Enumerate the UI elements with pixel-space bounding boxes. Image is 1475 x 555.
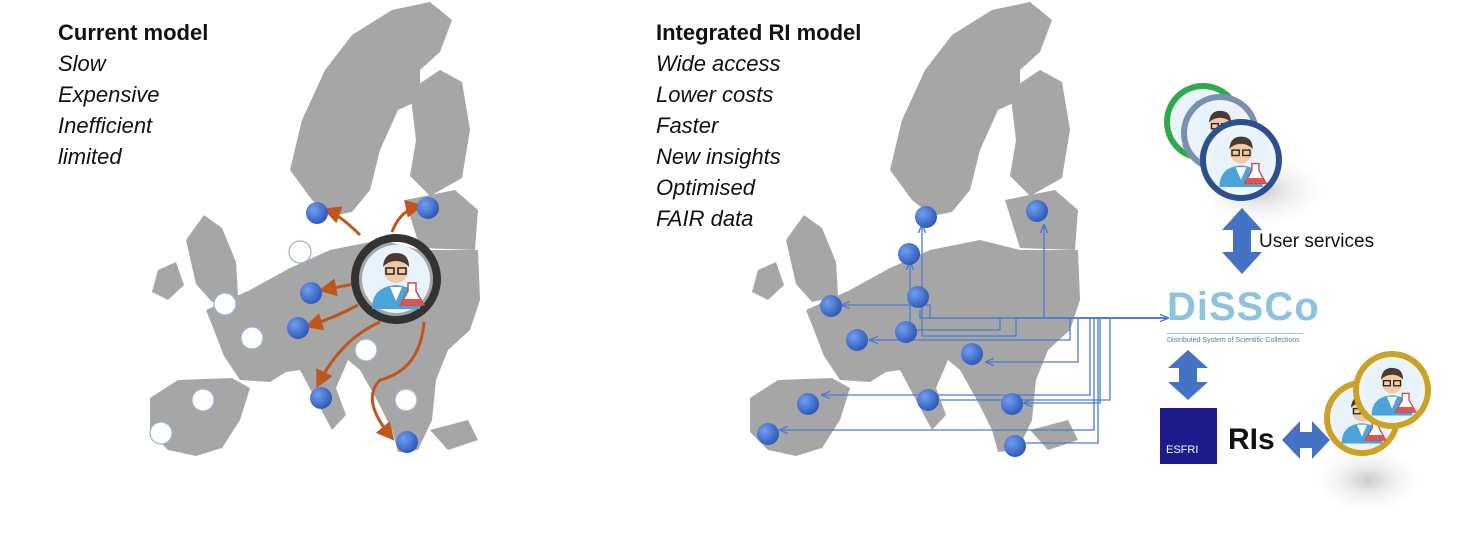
inactive-node — [149, 421, 173, 445]
integrated-model-item: Wide access — [656, 51, 781, 76]
avatar-gold-front — [1353, 351, 1431, 429]
integrated-model-item: FAIR data — [656, 206, 754, 231]
active-node — [300, 282, 322, 304]
inactive-node — [213, 292, 237, 316]
active-node — [306, 202, 328, 224]
ris-arrow — [1282, 421, 1330, 459]
active-node — [310, 387, 332, 409]
active-node — [1004, 435, 1026, 457]
ris-label: RIs — [1228, 423, 1275, 456]
active-node — [846, 329, 868, 351]
user-ring — [351, 234, 441, 324]
user-services-label: User services — [1259, 231, 1375, 252]
right-active-nodes — [757, 200, 1048, 457]
dissco-logo: DiSSCo — [1167, 285, 1320, 329]
inactive-node — [354, 338, 378, 362]
integrated-model-text: Integrated RI model Wide access Lower co… — [656, 17, 861, 234]
active-node — [961, 343, 983, 365]
active-node — [898, 243, 920, 265]
current-model-text: Current model Slow Expensive Inefficient… — [58, 17, 208, 172]
left-active-nodes — [287, 197, 439, 453]
access-arrow — [370, 321, 426, 441]
user-services-arrow — [1222, 208, 1262, 274]
active-node — [396, 431, 418, 453]
dissco-subtitle: Distributed System of Scientific Collect… — [1167, 333, 1303, 344]
access-arrow — [390, 200, 424, 233]
right-europe-map — [750, 2, 1080, 456]
integrated-model-title: Integrated RI model — [656, 20, 862, 45]
access-arrow — [322, 206, 362, 237]
current-model-item: Inefficient — [58, 113, 153, 138]
ri-avatar-stack — [1324, 351, 1431, 456]
active-node — [757, 423, 779, 445]
inactive-node — [240, 326, 264, 350]
right-network-lines — [780, 225, 1168, 444]
integrated-model-item: Faster — [656, 113, 719, 138]
access-arrow — [304, 303, 359, 331]
scientist-avatar-icon — [361, 244, 431, 314]
active-node — [917, 389, 939, 411]
left-inactive-nodes — [149, 240, 418, 445]
active-node — [820, 295, 842, 317]
access-arrow — [316, 320, 381, 389]
active-node — [895, 321, 917, 343]
inactive-node — [394, 388, 418, 412]
access-arrow — [318, 278, 355, 297]
dissco-esfri-arrow — [1168, 350, 1208, 400]
avatar-shadow — [1308, 445, 1428, 515]
integrated-model-item: Lower costs — [656, 82, 774, 107]
active-node — [1026, 200, 1048, 222]
left-access-arrows — [304, 200, 426, 441]
active-node — [907, 286, 929, 308]
user-avatar-stack — [1164, 83, 1282, 201]
scientist-avatar-icon — [1362, 360, 1422, 420]
integrated-model-item: New insights — [656, 144, 781, 169]
scientist-avatar-icon — [1209, 128, 1273, 192]
esfri-logo: ESFRI — [1160, 408, 1217, 464]
left-scientist — [351, 234, 441, 324]
active-node — [417, 197, 439, 219]
active-node — [287, 317, 309, 339]
active-node — [1001, 393, 1023, 415]
current-model-title: Current model — [58, 20, 209, 45]
current-model-item: limited — [58, 144, 122, 169]
integrated-model-item: Optimised — [656, 175, 756, 200]
esfri-label: ESFRI — [1166, 444, 1199, 456]
active-node — [915, 206, 937, 228]
left-europe-map — [150, 2, 480, 456]
inactive-node — [191, 388, 215, 412]
inactive-node — [288, 240, 312, 264]
avatar-navy — [1200, 119, 1282, 201]
current-model-item: Expensive — [58, 82, 160, 107]
current-model-item: Slow — [58, 51, 106, 76]
active-node — [797, 393, 819, 415]
